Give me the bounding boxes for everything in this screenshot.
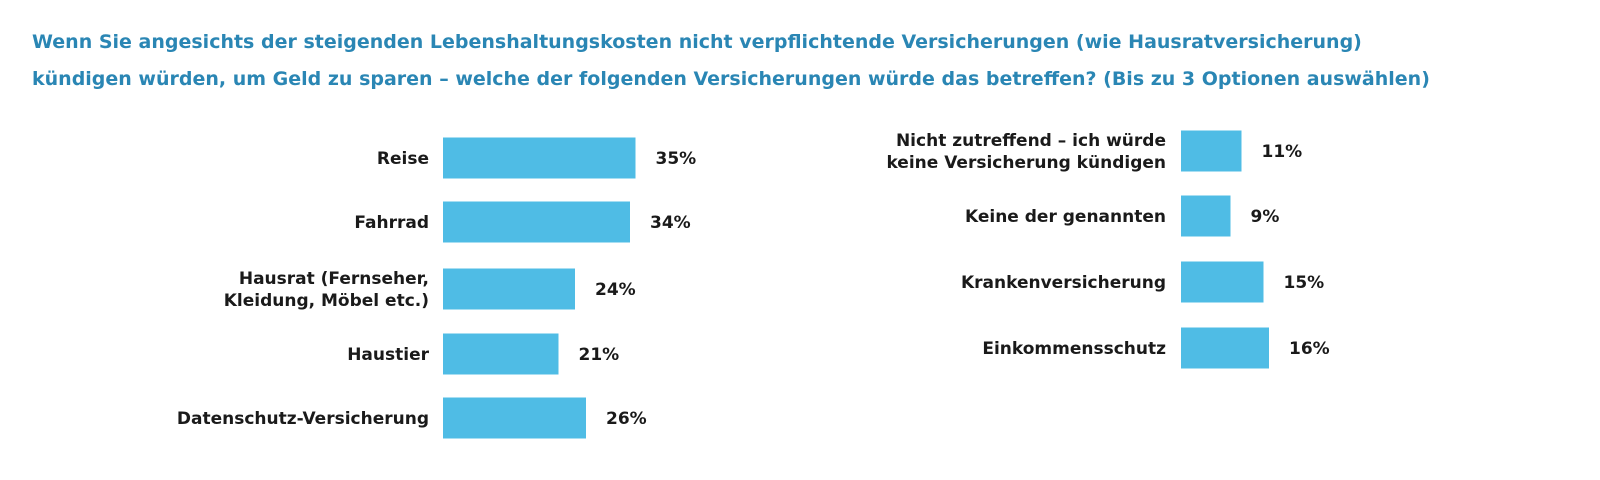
- right-category-label-1: Nicht zutreffend – ich würde keine Versic…: [886, 131, 1166, 173]
- right-bar-1: [1181, 130, 1242, 172]
- left-bar-group: Reise 35% Fahrrad 34% Hausrat (Fernseher, Kle…: [177, 137, 697, 439]
- right-bar-4: [1181, 327, 1269, 369]
- left-bar-4: [443, 333, 559, 375]
- right-category-label-4: Einkommensschutz: [982, 339, 1166, 359]
- chart-title: Wenn Sie angesichts der steigenden Leben…: [32, 24, 1572, 98]
- left-bar-2: [443, 201, 630, 243]
- left-value-label-5: 26%: [606, 409, 647, 429]
- left-value-label-2: 34%: [650, 213, 691, 233]
- left-bar-5: [443, 397, 586, 439]
- left-value-label-4: 21%: [579, 345, 620, 365]
- left-bar-1: [443, 137, 636, 179]
- right-value-label-1: 11%: [1262, 142, 1303, 162]
- left-category-label-2: Fahrrad: [354, 213, 429, 233]
- right-bar-3: [1181, 261, 1264, 303]
- right-bar-group: Nicht zutreffend – ich würde keine Versic…: [886, 130, 1330, 369]
- left-value-label-1: 35%: [656, 149, 697, 169]
- left-category-label-3: Hausrat (Fernseher, Kleidung, Möbel etc.): [224, 269, 429, 311]
- right-category-label-2: Keine der genannten: [965, 207, 1166, 227]
- right-value-label-3: 15%: [1284, 273, 1325, 293]
- right-value-label-4: 16%: [1289, 339, 1330, 359]
- left-value-label-3: 24%: [595, 280, 636, 300]
- left-category-label-5: Datenschutz-Versicherung: [177, 409, 429, 429]
- left-bar-3: [443, 268, 575, 310]
- right-category-label-3: Krankenversicherung: [961, 273, 1166, 293]
- right-value-label-2: 9%: [1251, 207, 1280, 227]
- chart-title-line-1: Wenn Sie angesichts der steigenden Leben…: [32, 31, 1362, 53]
- left-category-label-1: Reise: [377, 149, 429, 169]
- left-category-label-4: Haustier: [347, 345, 429, 365]
- chart-title-line-2: kündigen würden, um Geld zu sparen – wel…: [32, 68, 1430, 90]
- right-bar-2: [1181, 195, 1231, 237]
